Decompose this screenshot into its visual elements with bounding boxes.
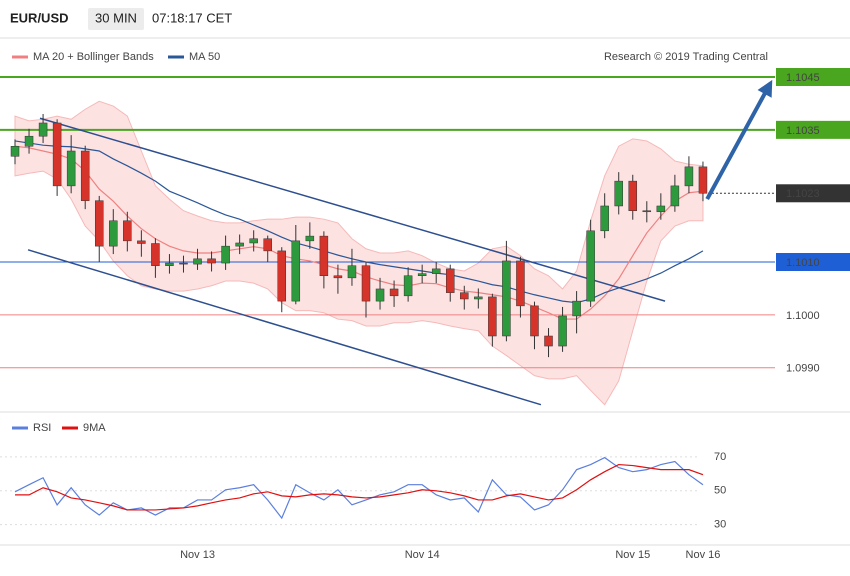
candle-body bbox=[403, 275, 413, 297]
level-label-box bbox=[776, 253, 850, 271]
candle-body bbox=[263, 238, 272, 252]
candle-body bbox=[66, 150, 76, 187]
candle-body bbox=[277, 250, 287, 302]
candle-body bbox=[249, 238, 258, 244]
level-label: 1.1010 bbox=[786, 257, 820, 269]
level-label: 1.0990 bbox=[786, 363, 820, 375]
candle-body bbox=[558, 315, 567, 347]
x-tick-label: Nov 15 bbox=[615, 549, 650, 561]
level-label-box bbox=[776, 184, 850, 203]
legend-label: MA 50 bbox=[189, 51, 220, 63]
candle-body bbox=[445, 268, 455, 293]
forecast-arrow bbox=[705, 82, 773, 201]
y-tick-label: 50 bbox=[714, 485, 726, 497]
candle-body bbox=[530, 305, 539, 337]
candle-body bbox=[221, 245, 230, 264]
interval: 30 MIN bbox=[95, 10, 137, 25]
candle-body bbox=[193, 258, 202, 265]
y-tick-label: 30 bbox=[714, 519, 726, 531]
candle-body bbox=[586, 230, 595, 302]
level-label: 1.1000 bbox=[786, 310, 820, 322]
candle-body bbox=[656, 205, 666, 213]
symbol: EUR/USD bbox=[10, 10, 69, 25]
candle-body bbox=[333, 275, 343, 279]
series-line bbox=[15, 463, 704, 511]
candle-body bbox=[600, 205, 609, 232]
candle-body bbox=[460, 292, 469, 300]
candle-body bbox=[488, 296, 497, 337]
candle-body bbox=[24, 135, 34, 147]
candle-body bbox=[670, 185, 680, 207]
level-label-box bbox=[776, 120, 850, 139]
trend-line bbox=[39, 117, 666, 302]
ma20-line bbox=[14, 145, 704, 320]
candle-body bbox=[628, 180, 638, 211]
candle-body bbox=[305, 235, 315, 242]
candle-body bbox=[151, 243, 160, 266]
candle-body bbox=[431, 268, 441, 274]
candle-body bbox=[207, 258, 216, 264]
candle-body bbox=[38, 122, 48, 137]
candle-body bbox=[235, 242, 244, 247]
time: 07:18:17 CET bbox=[152, 10, 232, 25]
legend-label: RSI bbox=[33, 422, 51, 434]
candle-body bbox=[137, 240, 146, 244]
legend-label: MA 20 + Bollinger Bands bbox=[33, 51, 154, 63]
candle-body bbox=[52, 122, 62, 187]
candle-body bbox=[698, 166, 708, 194]
level-label: 1.1023 bbox=[786, 188, 820, 200]
candle-body bbox=[684, 166, 694, 187]
candle-body bbox=[614, 180, 623, 207]
level-label: 1.1045 bbox=[786, 72, 820, 84]
level-label-box bbox=[776, 68, 850, 86]
x-tick-label: Nov 16 bbox=[686, 549, 721, 561]
candle-body bbox=[502, 260, 511, 337]
x-tick-label: Nov 14 bbox=[405, 549, 440, 561]
candle-body bbox=[516, 260, 525, 307]
candle-body bbox=[389, 288, 399, 297]
candle-body bbox=[361, 265, 371, 302]
credit: Research © 2019 Trading Central bbox=[604, 51, 768, 63]
candle-body bbox=[94, 200, 104, 247]
candle-body bbox=[80, 150, 90, 201]
candle-body bbox=[179, 262, 188, 265]
arrow-head bbox=[757, 79, 773, 98]
candle-body bbox=[417, 273, 427, 276]
candle-body bbox=[109, 220, 118, 247]
candle-body bbox=[572, 300, 581, 317]
legend-label: 9MA bbox=[83, 422, 106, 434]
interval-box bbox=[88, 8, 144, 30]
candle-body bbox=[291, 240, 301, 302]
candle-body bbox=[123, 220, 132, 242]
candle-body bbox=[375, 288, 385, 302]
x-tick-label: Nov 13 bbox=[180, 549, 215, 561]
candle-body bbox=[544, 335, 553, 347]
level-label: 1.1035 bbox=[786, 125, 820, 137]
candle-body bbox=[347, 265, 357, 279]
candle-body bbox=[642, 210, 652, 213]
candle-body bbox=[474, 296, 483, 300]
candle-body bbox=[10, 145, 20, 157]
trend-line bbox=[27, 249, 542, 406]
y-tick-label: 70 bbox=[714, 451, 726, 463]
candle-body bbox=[165, 262, 174, 266]
candle-body bbox=[319, 235, 329, 276]
